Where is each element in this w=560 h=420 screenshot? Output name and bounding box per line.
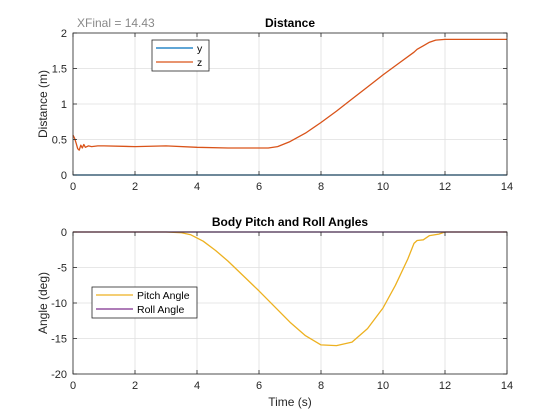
- x-tick-label: 14: [501, 181, 513, 193]
- x-tick-label: 12: [439, 380, 451, 392]
- x-tick-label: 4: [194, 380, 200, 392]
- x-tick-label: 6: [256, 181, 262, 193]
- y-tick-label: 0: [61, 227, 67, 239]
- legend: Pitch Angle Roll Angle: [91, 286, 198, 319]
- chart-1: 0 2 4 6 8 10 12 14 0 0.5 1 1.5 2 Distance XFinal = 14.…: [36, 16, 513, 193]
- legend-box: [151, 39, 210, 72]
- legend-box: [91, 286, 198, 319]
- x-tick-label: 6: [256, 380, 262, 392]
- y-tick-label: -10: [51, 298, 67, 310]
- y-tick-label: -5: [57, 263, 67, 275]
- x-axis-label: Time (s): [268, 395, 312, 409]
- legend-label: z: [197, 57, 202, 69]
- x-tick-label: 0: [70, 181, 76, 193]
- series-line-z: [72, 38, 507, 151]
- x-tick-label: 10: [377, 181, 389, 193]
- x-tick-label: 14: [501, 380, 513, 392]
- x-tick-label: 12: [439, 181, 451, 193]
- x-tick-label: 8: [318, 181, 324, 193]
- legend-label: y: [197, 43, 203, 55]
- chart-2: 0 2 4 6 8 10 12 14 0 -5 -10 -15 -20 Body Pitch and Ro…: [36, 215, 513, 409]
- legend-label: Pitch Angle: [137, 290, 190, 302]
- y-tick-label: -20: [51, 369, 67, 381]
- legend: yz: [151, 39, 210, 72]
- x-tick-label: 0: [70, 380, 76, 392]
- series-line-pitch-angle: [73, 231, 507, 347]
- y-tick-label: -15: [51, 334, 67, 346]
- y-tick-label: 0.5: [52, 135, 67, 147]
- x-tick-label: 10: [377, 380, 389, 392]
- chart-title: Distance: [265, 16, 315, 30]
- y-tick-label: 1.5: [52, 64, 67, 76]
- x-tick-label: 2: [132, 380, 138, 392]
- x-tick-label: 4: [194, 181, 200, 193]
- y-axis-label: Distance (m): [36, 70, 50, 138]
- xfinal-annotation: XFinal = 14.43: [77, 16, 155, 30]
- chart-title: Body Pitch and Roll Angles: [212, 215, 369, 229]
- x-tick-label: 8: [318, 380, 324, 392]
- y-axis-label: Angle (deg): [36, 272, 50, 334]
- x-tick-label: 2: [132, 181, 138, 193]
- y-tick-label: 2: [61, 28, 67, 40]
- legend-label: Roll Angle: [137, 304, 184, 316]
- y-tick-label: 0: [61, 170, 67, 182]
- y-tick-label: 1: [61, 99, 67, 111]
